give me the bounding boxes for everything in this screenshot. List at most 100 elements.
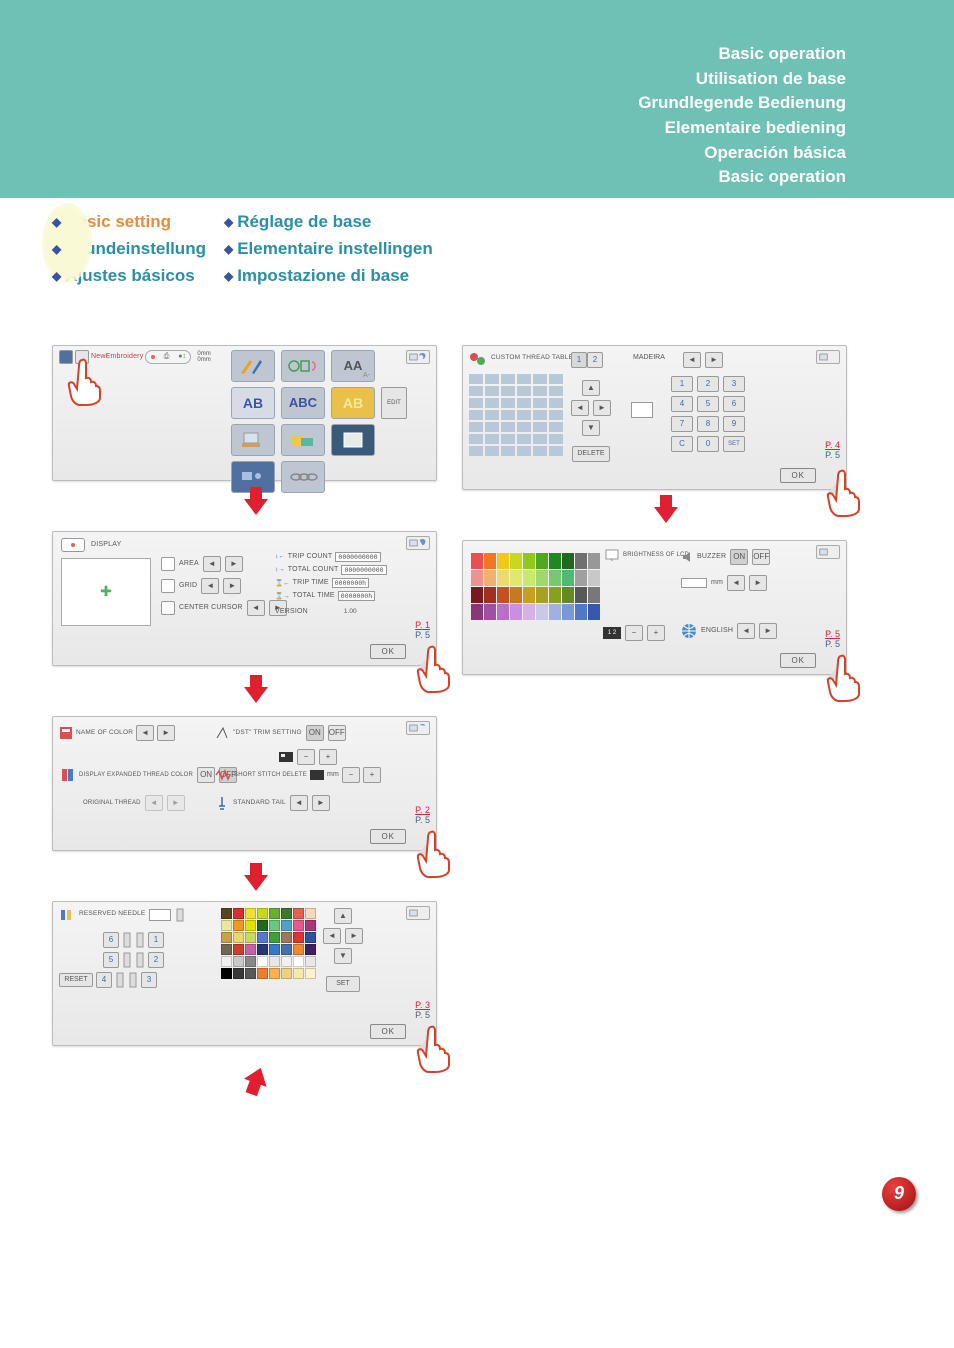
swatch-left[interactable]: ◄ [323,928,341,944]
color-swatch[interactable] [233,920,244,931]
area-prev[interactable]: ◄ [203,556,221,572]
palette-swatch[interactable] [510,604,522,620]
palette-swatch[interactable] [575,604,587,620]
palette-swatch[interactable] [562,570,574,586]
keypad-9[interactable]: 9 [723,416,745,432]
delete-button[interactable]: DELETE [572,446,610,462]
color-swatch[interactable] [293,932,304,943]
palette-swatch[interactable] [588,570,600,586]
keypad-2[interactable]: 2 [697,376,719,392]
swatch-right[interactable]: ► [345,928,363,944]
palette-swatch[interactable] [562,553,574,569]
keypad-8[interactable]: 8 [697,416,719,432]
mm-next[interactable]: ► [749,575,767,591]
mm-prev[interactable]: ◄ [727,575,745,591]
brand-prev[interactable]: ◄ [683,352,701,368]
palette-swatch[interactable] [510,553,522,569]
needle-2[interactable]: 2 [148,952,164,968]
palette-swatch[interactable] [523,553,535,569]
ok-button[interactable]: OK [370,829,406,844]
menu-tile-links[interactable] [281,461,325,493]
color-swatch[interactable] [281,956,292,967]
buzzer-on[interactable]: ON [730,549,748,565]
palette-swatch[interactable] [497,553,509,569]
palette-swatch[interactable] [471,604,483,620]
original-next[interactable]: ► [167,795,185,811]
color-swatch[interactable] [281,932,292,943]
color-swatch[interactable] [293,968,304,979]
quick-2[interactable]: 2 [587,352,603,368]
color-swatch[interactable] [245,956,256,967]
color-swatch[interactable] [305,920,316,931]
ok-button[interactable]: OK [370,1024,406,1039]
palette-swatch[interactable] [536,604,548,620]
color-swatch[interactable] [257,908,268,919]
palette-swatch[interactable] [484,587,496,603]
dst-on[interactable]: ON [306,725,324,741]
palette-swatch[interactable] [510,587,522,603]
ok-button[interactable]: OK [370,644,406,659]
menu-tile-shapes[interactable] [281,350,325,382]
keypad-7[interactable]: 7 [671,416,693,432]
lang-prev[interactable]: ◄ [737,623,755,639]
palette-swatch[interactable] [536,587,548,603]
color-swatch[interactable] [257,956,268,967]
palette-swatch[interactable] [588,553,600,569]
reserved-name-field[interactable] [149,909,171,921]
color-swatch[interactable] [269,932,280,943]
ok-button[interactable]: OK [780,468,816,483]
menu-tile-ab1[interactable]: AB [231,387,275,419]
help-icon[interactable] [406,536,430,550]
nameofcolor-prev[interactable]: ◄ [136,725,154,741]
color-swatch[interactable] [293,908,304,919]
color-swatch[interactable] [245,920,256,931]
color-swatch[interactable] [221,968,232,979]
color-swatch[interactable] [281,908,292,919]
needle-6[interactable]: 6 [103,932,119,948]
palette-swatch[interactable] [536,570,548,586]
thread-left[interactable]: ◄ [571,400,589,416]
palette-swatch[interactable] [484,604,496,620]
brand-next[interactable]: ► [705,352,723,368]
color-swatch[interactable] [233,968,244,979]
color-swatch[interactable] [257,920,268,931]
keypad-5[interactable]: 5 [697,396,719,412]
cursor-prev[interactable]: ◄ [247,600,265,616]
tail-prev[interactable]: ◄ [290,795,308,811]
menu-tile-screen[interactable] [331,424,375,456]
original-prev[interactable]: ◄ [145,795,163,811]
palette-swatch[interactable] [484,570,496,586]
palette-swatch[interactable] [497,570,509,586]
grid-prev[interactable]: ◄ [201,578,219,594]
color-swatch[interactable] [233,932,244,943]
color-swatch[interactable] [233,944,244,955]
color-swatch[interactable] [221,920,232,931]
color-swatch[interactable] [305,932,316,943]
color-palette-grid[interactable] [471,553,600,620]
color-swatch[interactable] [221,932,232,943]
menu-tile-folder[interactable] [281,424,325,456]
color-swatch[interactable] [305,908,316,919]
displayexp-on[interactable]: ON [197,767,215,783]
color-swatch[interactable] [269,944,280,955]
shortstitch-minus[interactable]: − [342,767,360,783]
palette-swatch[interactable] [588,587,600,603]
palette-swatch[interactable] [536,553,548,569]
swatch-up[interactable]: ▲ [334,908,352,924]
color-swatch[interactable] [269,908,280,919]
color-swatch-grid[interactable] [221,908,316,979]
color-swatch[interactable] [305,944,316,955]
color-swatch[interactable] [233,956,244,967]
color-swatch[interactable] [269,956,280,967]
keypad-0[interactable]: 0 [697,436,719,452]
color-swatch[interactable] [233,908,244,919]
palette-swatch[interactable] [484,553,496,569]
color-swatch[interactable] [221,944,232,955]
help-icon[interactable] [406,350,430,364]
color-swatch[interactable] [269,920,280,931]
needle-1[interactable]: 1 [148,932,164,948]
tail-next[interactable]: ► [312,795,330,811]
palette-swatch[interactable] [562,587,574,603]
quick-1[interactable]: 1 [571,352,587,368]
keypad-3[interactable]: 3 [723,376,745,392]
